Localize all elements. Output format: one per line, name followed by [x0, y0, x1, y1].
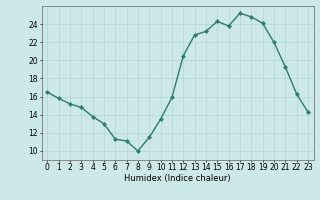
X-axis label: Humidex (Indice chaleur): Humidex (Indice chaleur)	[124, 174, 231, 183]
